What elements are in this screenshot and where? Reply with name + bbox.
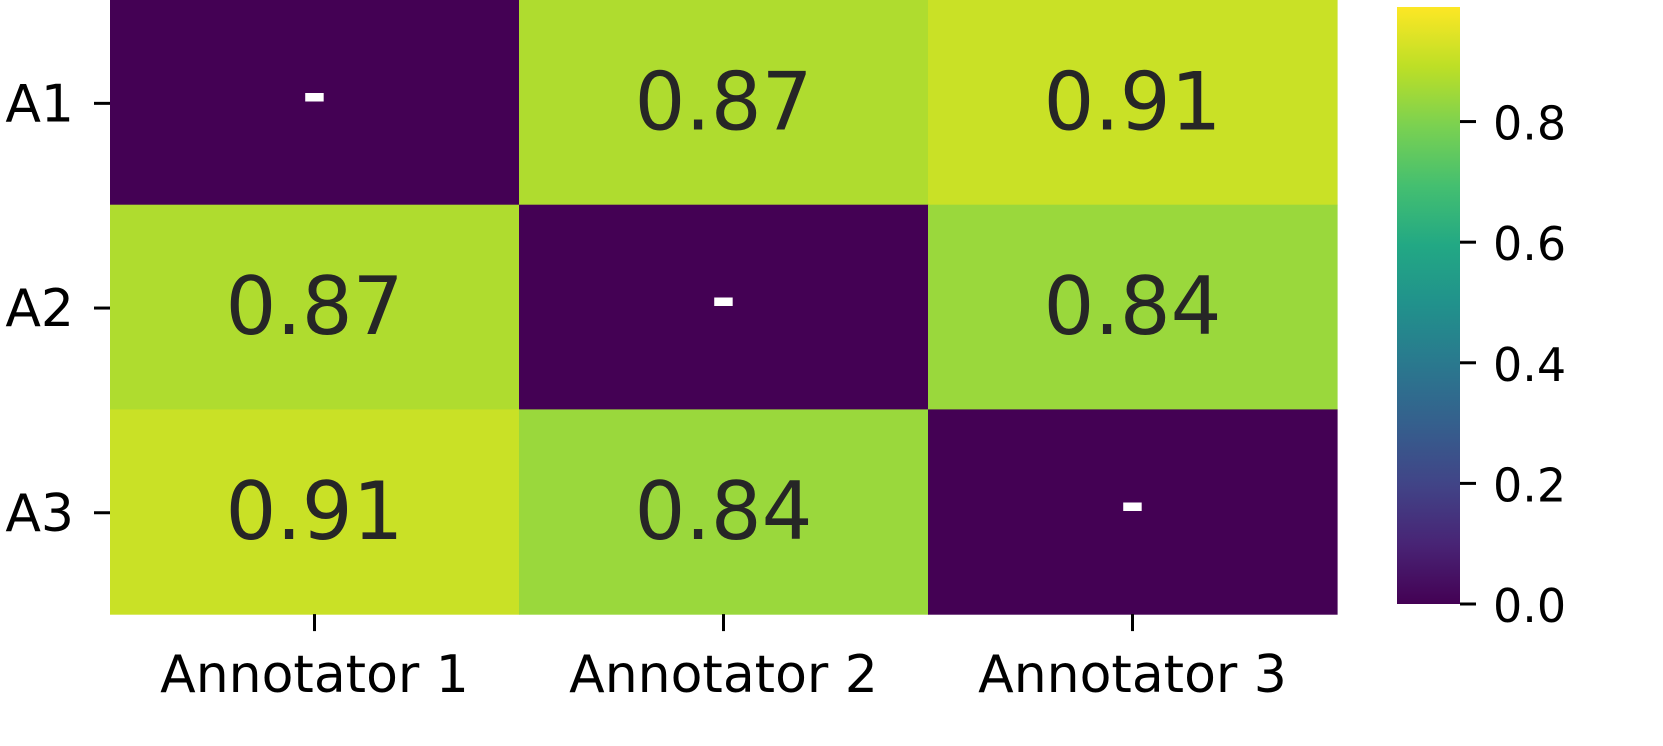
heatmap-cells: [110, 0, 1338, 615]
cell-label-r2-c1: 0.87: [225, 260, 403, 353]
colorbar-tick-label: 0.2: [1493, 458, 1566, 512]
heatmap-cell-r3-c3: [928, 409, 1338, 615]
y-tick-label: A3: [5, 484, 74, 544]
colorbar: 0.0 0.2 0.4 0.6 0.8: [1397, 7, 1566, 633]
colorbar-tick-label: 0.4: [1493, 338, 1566, 392]
cell-label-r2-c3: 0.84: [1043, 260, 1221, 353]
y-axis: A1 A2 A3: [5, 74, 110, 544]
x-tick-label: Annotator 1: [160, 645, 469, 705]
heatmap-cell-r3-c1: [110, 409, 520, 615]
x-tick-label: Annotator 3: [978, 645, 1287, 705]
x-tick-label: Annotator 2: [569, 645, 878, 705]
y-tick-label: A2: [5, 279, 74, 339]
heatmap-cell-r1-c3: [928, 0, 1338, 206]
cell-label-r3-c3: -: [1120, 469, 1145, 539]
x-axis: Annotator 1 Annotator 2 Annotator 3: [160, 614, 1287, 705]
heatmap-cell-r1-c2: [519, 0, 929, 206]
colorbar-tick-label: 0.8: [1493, 97, 1566, 151]
heatmap-cell-r1-c1: [110, 0, 520, 206]
cell-label-r3-c2: 0.84: [634, 465, 812, 558]
y-tick-label: A1: [5, 74, 74, 134]
colorbar-tick-label: 0.6: [1493, 217, 1566, 271]
heatmap-cell-r2-c1: [110, 204, 520, 410]
cell-label-r1-c3: 0.91: [1043, 55, 1221, 148]
cell-label-r3-c1: 0.91: [225, 465, 403, 558]
cell-label-r1-c2: 0.87: [634, 55, 812, 148]
heatmap-cell-r2-c2: [519, 204, 929, 410]
colorbar-gradient: [1397, 7, 1460, 604]
cell-label-r1-c1: -: [302, 59, 327, 129]
heatmap-cell-r2-c3: [928, 204, 1338, 410]
heatmap-cell-r3-c2: [519, 409, 929, 615]
colorbar-tick-label: 0.0: [1493, 579, 1566, 633]
cell-label-r2-c2: -: [711, 264, 736, 334]
heatmap-cell-labels: - 0.87 0.91 0.87 - 0.84 0.91 0.84 -: [225, 55, 1221, 557]
